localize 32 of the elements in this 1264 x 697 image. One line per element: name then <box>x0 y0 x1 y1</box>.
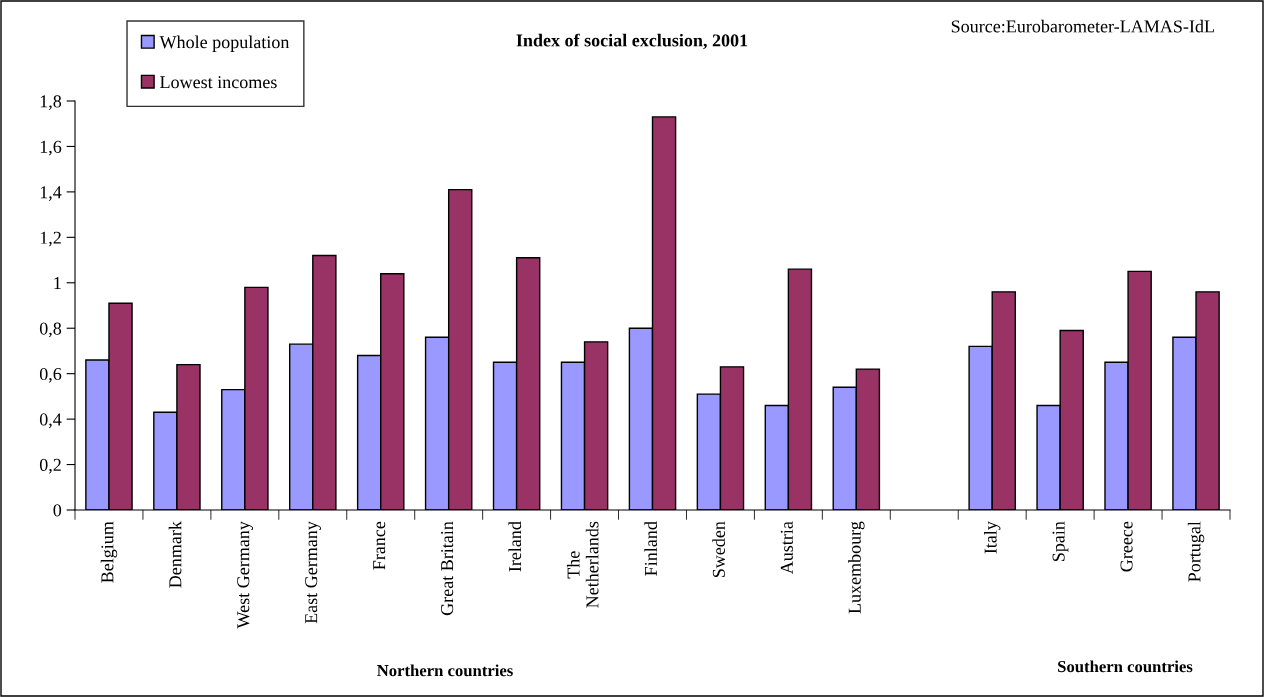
y-tick-label: 0,6 <box>39 367 62 383</box>
x-tick-label: Denmark <box>168 521 182 588</box>
x-tick-label: Sweden <box>712 521 725 578</box>
y-tick-label: 1,6 <box>40 140 62 156</box>
source-note: Source:Eurobarometer-LAMAS-IdL <box>951 19 1214 33</box>
x-tick-label: Portugal <box>1187 521 1205 582</box>
y-tick-label: 1,4 <box>40 186 62 201</box>
x-tick-label: Finland <box>644 521 658 576</box>
y-tick-label: 1,2 <box>40 231 61 247</box>
chart-title: Index of social exclusion, 2001 <box>516 33 748 50</box>
y-tick-label: 0,4 <box>39 413 62 429</box>
legend-label: Lowest incomes <box>160 76 277 89</box>
y-tick-label: 0,2 <box>39 458 61 474</box>
x-tick-label: West Germany <box>237 521 254 629</box>
x-tick-label: Great Britain <box>441 521 454 616</box>
x-tick-label: Spain <box>1052 521 1069 562</box>
x-tick-label: Ireland <box>508 521 522 572</box>
x-tick-label: East Germany <box>305 521 321 624</box>
x-tick-label: Greece <box>1120 521 1133 572</box>
text: Southern countries <box>1058 660 1193 673</box>
x-tick-label: Luxembourg <box>848 521 865 614</box>
x-tick-label: Austria <box>780 521 793 575</box>
y-tick-label: 1,8 <box>40 95 62 111</box>
y-tick-label: 0,8 <box>39 322 62 338</box>
y-tick-label: 0 <box>53 504 62 517</box>
x-tick-label: Italy <box>983 521 1001 554</box>
x-tick-label: Belgium <box>100 521 118 583</box>
x-tick-label: France <box>373 521 386 570</box>
x-tick-label: The Netherlands <box>566 521 599 608</box>
legend-label: Whole population <box>159 35 290 52</box>
text: Northern countries <box>377 664 513 677</box>
y-tick-label: 1 <box>54 277 61 290</box>
